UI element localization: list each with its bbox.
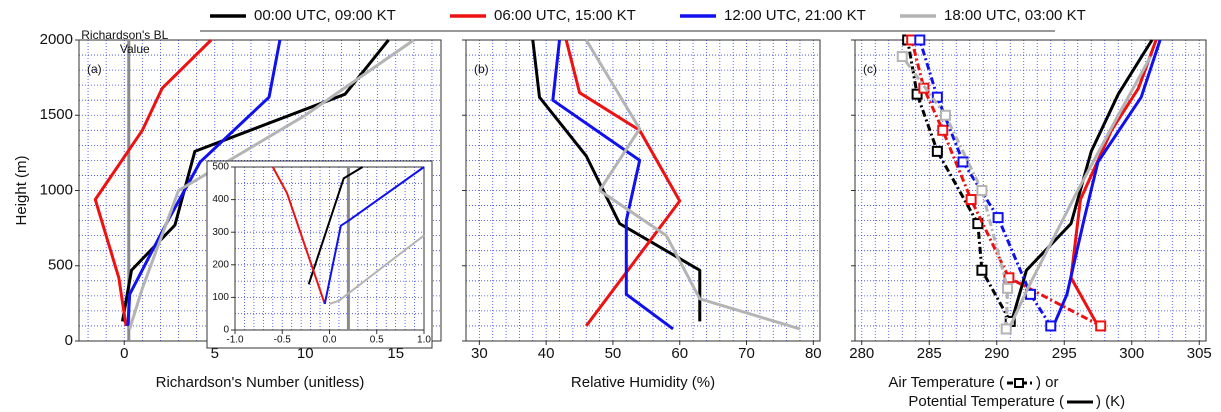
y-tick-label: 2000 bbox=[40, 31, 73, 48]
legend-label: 06:00 UTC, 15:00 KT bbox=[494, 7, 636, 24]
y-tick-label: 300 bbox=[212, 227, 229, 238]
x-tick-label: 300 bbox=[1119, 345, 1144, 362]
profile-line bbox=[584, 39, 801, 331]
x-tick-label: 40 bbox=[538, 345, 555, 362]
label-icon bbox=[1014, 378, 1024, 388]
y-tick-label: 400 bbox=[212, 194, 229, 205]
x-tick-label: -0.5 bbox=[274, 335, 292, 346]
profile-line bbox=[531, 39, 702, 322]
x-axis-label: ) or bbox=[1036, 374, 1059, 391]
x-tick-label: -1.0 bbox=[226, 335, 244, 346]
profile-line bbox=[1010, 39, 1154, 322]
air-temperature-marker bbox=[911, 88, 923, 100]
panel: -1.0 -0.5 0.0 0.5 1.0 0 100 200 300 400 500 bbox=[206, 160, 433, 349]
x-tick-label: 5 bbox=[211, 345, 219, 362]
y-tick-label: 0 bbox=[223, 325, 229, 336]
y-tick-label: 0 bbox=[65, 332, 73, 349]
y-tick-label: 100 bbox=[212, 292, 229, 303]
air-temperature-line bbox=[910, 39, 1102, 328]
y-tick-label: 500 bbox=[48, 257, 73, 274]
air-temperature-marker bbox=[931, 91, 943, 103]
x-tick-label: 0 bbox=[120, 345, 128, 362]
profile-line bbox=[128, 38, 415, 330]
x-tick-label: 30 bbox=[471, 345, 488, 362]
x-tick-label: 305 bbox=[1187, 345, 1212, 362]
panel-label: (b) bbox=[474, 62, 489, 76]
air-temperature-marker bbox=[1045, 320, 1057, 332]
x-tick-label: 70 bbox=[738, 345, 755, 362]
profile-line bbox=[1007, 55, 1152, 330]
x-axis-label: Richardson's Number (unitless) bbox=[156, 374, 365, 391]
x-tick-label: 1.0 bbox=[417, 335, 431, 346]
profile-line bbox=[307, 166, 364, 285]
air-temperature-marker bbox=[931, 145, 943, 157]
x-tick-label: 295 bbox=[1052, 345, 1077, 362]
x-tick-label: 15 bbox=[387, 345, 404, 362]
x-axis-label: Relative Humidity (%) bbox=[571, 374, 715, 391]
air-temperature-line bbox=[906, 39, 1012, 323]
x-axis-label: Potential Temperature ( bbox=[908, 393, 1064, 410]
panel: 280 285 290 295 300 305 (c) Air Temperature ( ) … bbox=[849, 34, 1212, 410]
panel-label: (a) bbox=[87, 62, 102, 76]
air-temperature-marker bbox=[914, 34, 926, 46]
legend-label: 12:00 UTC, 21:00 KT bbox=[724, 7, 866, 24]
profile-line bbox=[1052, 39, 1162, 327]
annotation: Richardson's BL bbox=[81, 28, 168, 42]
panel-label: (c) bbox=[863, 62, 877, 76]
x-tick-label: 0.5 bbox=[370, 335, 384, 346]
air-temperature-marker bbox=[937, 124, 949, 136]
x-tick-label: 285 bbox=[917, 345, 942, 362]
legend-label: 00:00 UTC, 09:00 KT bbox=[254, 7, 396, 24]
air-temperature-marker bbox=[965, 194, 977, 206]
x-tick-label: 10 bbox=[297, 345, 314, 362]
x-tick-label: 280 bbox=[849, 345, 874, 362]
y-tick-label: 1500 bbox=[40, 106, 73, 123]
x-tick-label: 290 bbox=[984, 345, 1009, 362]
legend-label: 18:00 UTC, 03:00 KT bbox=[944, 7, 1086, 24]
profile-line bbox=[323, 166, 425, 305]
x-axis-label: Air Temperature ( bbox=[888, 374, 1004, 391]
profile-line bbox=[93, 38, 213, 327]
panel: 30 40 50 60 70 80 (b) Relative Humidity (%) bbox=[462, 39, 822, 391]
x-tick-label: 50 bbox=[605, 345, 622, 362]
air-temperature-marker bbox=[1002, 282, 1014, 294]
y-tick-label: 200 bbox=[212, 259, 229, 270]
air-temperature-marker bbox=[972, 218, 984, 230]
air-temperature-marker bbox=[957, 156, 969, 168]
air-temperature-marker bbox=[992, 212, 1004, 224]
air-temperature-marker bbox=[939, 109, 951, 121]
profile-line bbox=[271, 166, 326, 305]
profile-line bbox=[126, 39, 282, 327]
air-temperature-marker bbox=[896, 51, 908, 63]
y-tick-label: 500 bbox=[212, 162, 229, 173]
x-axis-label: ) (K) bbox=[1096, 393, 1125, 410]
x-tick-label: 80 bbox=[805, 345, 822, 362]
air-temperature-marker bbox=[976, 264, 988, 276]
air-temperature-marker bbox=[976, 185, 988, 196]
profile-line bbox=[329, 234, 425, 305]
y-axis-label: Height (m) bbox=[13, 155, 30, 225]
profile-line bbox=[551, 39, 674, 331]
x-tick-label: 60 bbox=[671, 345, 688, 362]
y-tick-label: 1000 bbox=[40, 181, 73, 198]
air-temperature-marker bbox=[1095, 320, 1107, 332]
air-temperature-marker bbox=[1000, 323, 1012, 335]
x-tick-label: 0.0 bbox=[323, 335, 337, 346]
annotation: Value bbox=[120, 42, 150, 56]
